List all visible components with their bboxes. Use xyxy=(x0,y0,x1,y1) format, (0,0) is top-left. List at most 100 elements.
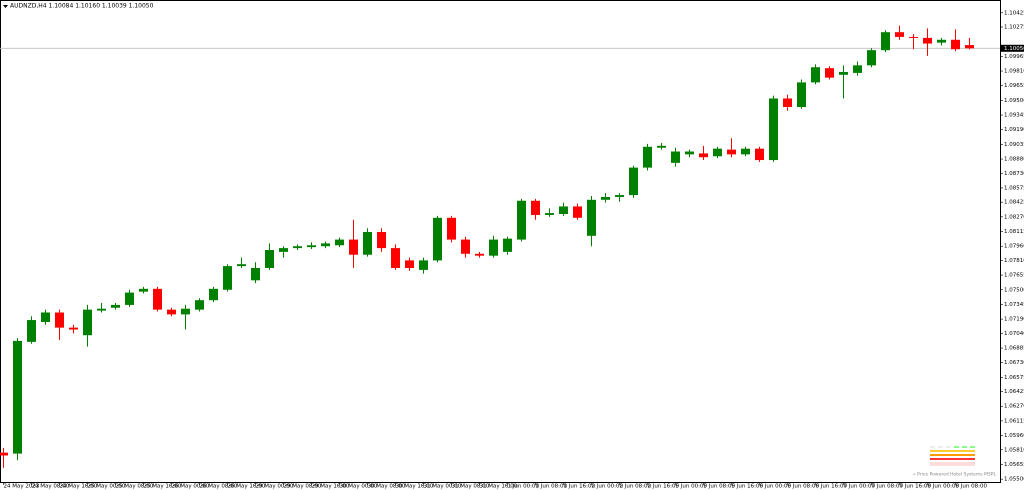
widget-bar xyxy=(930,454,975,456)
candle-body xyxy=(321,243,330,247)
candle-body xyxy=(223,266,232,290)
candle-body xyxy=(405,260,414,268)
candle-body xyxy=(433,217,442,261)
candle-body xyxy=(937,39,946,43)
candle-body xyxy=(713,148,722,157)
candle-body xyxy=(867,50,876,66)
x-tick-label: 5 Jun 08:00 xyxy=(704,484,736,490)
widget-bar xyxy=(938,446,943,448)
candle-body xyxy=(377,232,386,249)
x-tick-label: 1 Jun 00:00 xyxy=(508,484,540,490)
widget-bar xyxy=(930,446,935,448)
x-tick-label: 6 Jun 00:00 xyxy=(760,484,792,490)
candle-body xyxy=(391,248,400,268)
candle-body xyxy=(895,32,904,37)
candle-body xyxy=(181,308,190,315)
candle-body xyxy=(69,327,78,330)
candle-body xyxy=(727,149,736,155)
y-tick-label: 1.07960 xyxy=(1004,244,1024,250)
y-tick-label: 1.06730 xyxy=(1004,360,1024,366)
y-tick-label: 1.08575 xyxy=(1004,185,1024,191)
x-tick-label: 31 May 00:00 xyxy=(424,484,462,490)
candle-body xyxy=(489,239,498,256)
x-tick-label: 29 May 16:00 xyxy=(312,484,350,490)
widget-bar xyxy=(954,446,959,448)
candle-body xyxy=(601,196,610,200)
candle-body xyxy=(741,148,750,155)
candle-body xyxy=(657,145,666,148)
y-tick-label: 1.08425 xyxy=(1004,200,1024,206)
x-tick-label: 24 May 2023 xyxy=(4,484,40,490)
y-tick-label: 1.09655 xyxy=(1004,83,1024,89)
x-tick-label: 5 Jun 16:00 xyxy=(732,484,764,490)
candle-body xyxy=(699,153,708,158)
candle-body xyxy=(97,308,106,311)
widget-bar xyxy=(930,450,975,452)
y-tick-label: 1.08115 xyxy=(1004,229,1024,235)
y-tick-label: 1.05810 xyxy=(1004,447,1024,453)
x-tick-label: 2 Jun 16:00 xyxy=(648,484,680,490)
candle-body xyxy=(55,312,64,328)
x-tick-label: 29 May 00:00 xyxy=(256,484,294,490)
x-tick-label: 25 May 00:00 xyxy=(88,484,126,490)
candle-body xyxy=(419,260,428,270)
widget-bar xyxy=(946,446,951,448)
candle-body xyxy=(307,245,316,248)
y-tick-label: 1.09190 xyxy=(1004,127,1024,133)
candle-body xyxy=(293,246,302,249)
x-tick-label: 30 May 16:00 xyxy=(396,484,434,490)
y-tick-label: 1.06575 xyxy=(1004,375,1024,381)
y-tick-label: 1.06115 xyxy=(1004,418,1024,424)
candle-body xyxy=(139,288,148,292)
x-tick-label: 24 May 16:00 xyxy=(60,484,98,490)
y-tick-label: 1.07345 xyxy=(1004,302,1024,308)
candle-body xyxy=(279,248,288,252)
x-tick-label: 24 May 08:00 xyxy=(32,484,70,490)
y-tick-label: 1.09345 xyxy=(1004,113,1024,119)
candle-body xyxy=(643,146,652,168)
y-tick-label: 1.05500 xyxy=(1004,477,1024,483)
candle-body xyxy=(335,239,344,246)
chart-title: AUDNZD,H4 1.10084 1.10160 1.10039 1.1005… xyxy=(10,3,154,10)
candle-body xyxy=(755,148,764,161)
candle-body xyxy=(881,32,890,51)
candle-body xyxy=(559,206,568,215)
candle-body xyxy=(685,151,694,155)
candle-body xyxy=(41,312,50,322)
x-tick-label: 1 Jun 08:00 xyxy=(536,484,568,490)
candle-body xyxy=(923,37,932,44)
y-tick-label: 1.09810 xyxy=(1004,69,1024,75)
indicator-widget: » Price Powered Hotel Systems MSPL xyxy=(913,446,997,478)
candle-body xyxy=(83,309,92,336)
widget-bar xyxy=(930,458,975,460)
candle-body xyxy=(783,98,792,108)
last-price-box xyxy=(1001,44,1024,52)
x-tick-label: 29 May 08:00 xyxy=(284,484,322,490)
y-tick-label: 1.09035 xyxy=(1004,142,1024,148)
candle-body xyxy=(475,253,484,256)
y-tick-label: 1.06425 xyxy=(1004,389,1024,395)
widget-caption: » Price Powered Hotel Systems MSPL xyxy=(913,472,997,478)
widget-bar xyxy=(930,462,975,466)
menu-triangle[interactable] xyxy=(3,5,8,8)
x-tick-label: 26 May 08:00 xyxy=(200,484,238,490)
candle-body xyxy=(853,65,862,73)
candle-body xyxy=(839,71,848,75)
y-tick-label: 1.09500 xyxy=(1004,98,1024,104)
y-tick-label: 1.07040 xyxy=(1004,331,1024,337)
candle-body xyxy=(125,292,134,305)
y-tick-label: 1.07500 xyxy=(1004,287,1024,293)
y-tick-label: 1.07810 xyxy=(1004,258,1024,264)
x-tick-label: 25 May 08:00 xyxy=(116,484,154,490)
candle-body xyxy=(13,340,22,454)
candle-body xyxy=(265,249,274,268)
x-tick-label: 31 May 16:00 xyxy=(480,484,518,490)
candle-body xyxy=(153,288,162,310)
x-tick-label: 5 Jun 00:00 xyxy=(676,484,708,490)
candle-body xyxy=(825,68,834,78)
y-tick-label: 1.07655 xyxy=(1004,273,1024,279)
x-tick-label: 7 Jun 16:00 xyxy=(900,484,932,490)
candle-body xyxy=(811,67,820,83)
candle-body xyxy=(629,167,638,196)
candle-body xyxy=(195,300,204,310)
